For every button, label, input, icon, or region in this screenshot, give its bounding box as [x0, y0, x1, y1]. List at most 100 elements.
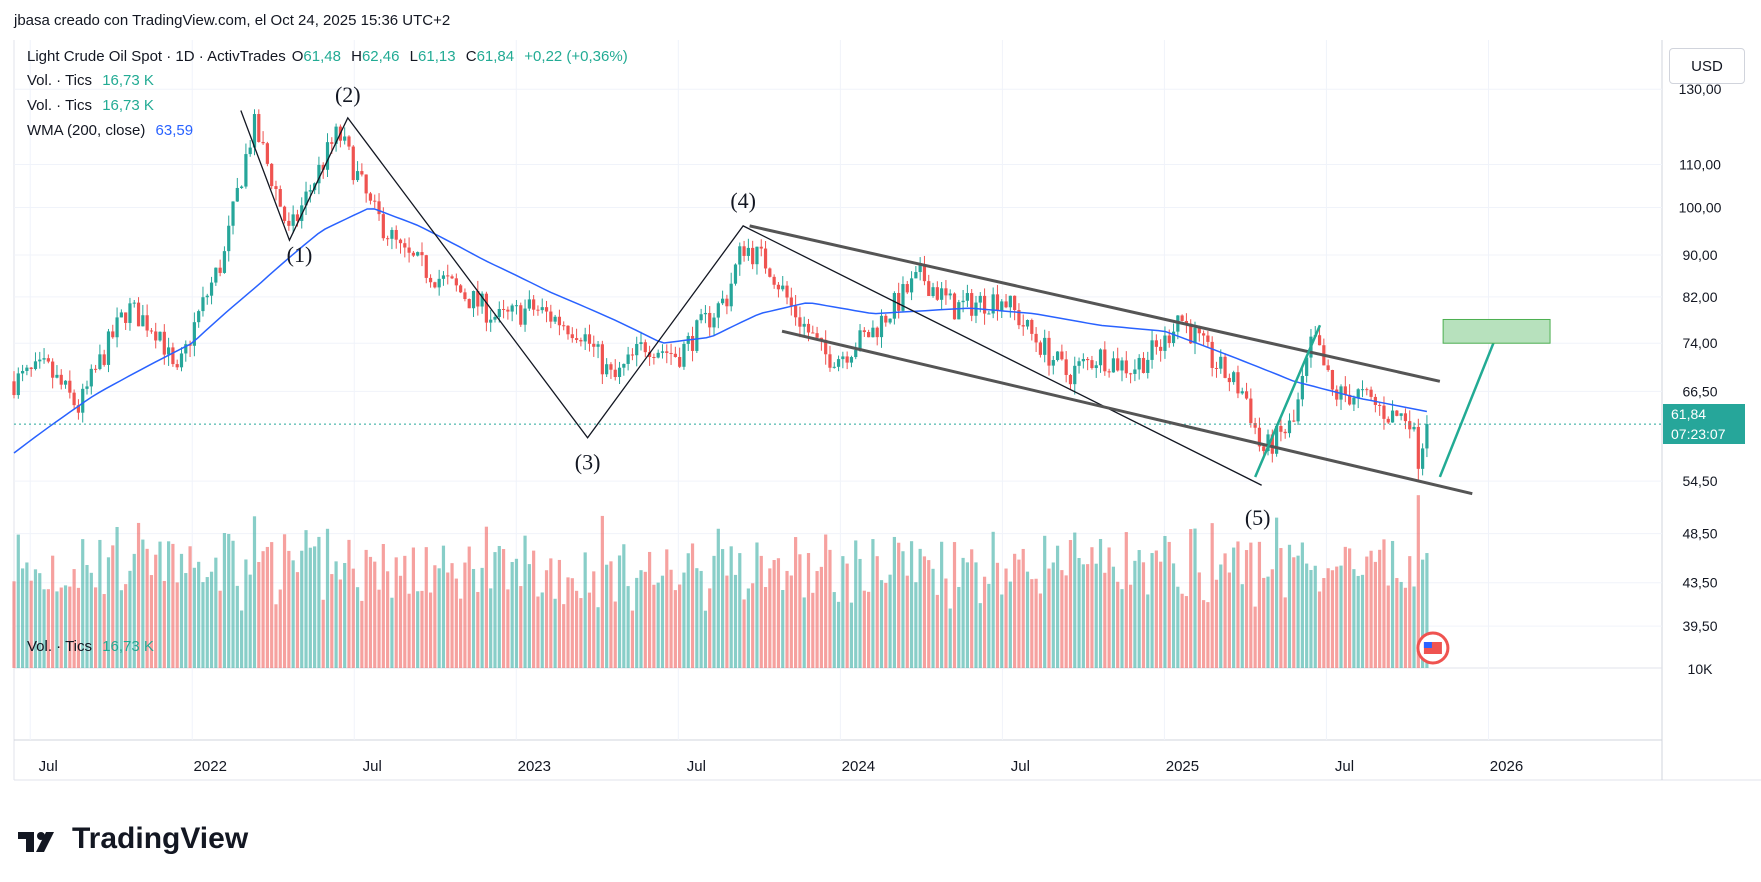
volume-bar — [1266, 576, 1270, 668]
legend-wma-row[interactable]: WMA (200, close) 63,59 — [27, 122, 199, 139]
volume-bar — [815, 571, 819, 668]
volume-bar — [179, 553, 184, 668]
candle-body — [1296, 399, 1300, 422]
volume-bar — [209, 571, 214, 668]
volume-bar — [961, 557, 965, 668]
candle-body — [519, 305, 523, 325]
candle-body — [544, 307, 549, 312]
tradingview-logo-icon — [18, 828, 62, 852]
candle-body — [922, 264, 927, 282]
time-axis-label: 2022 — [194, 758, 227, 775]
candle-body — [265, 143, 269, 164]
volume-bar — [922, 556, 927, 668]
candle-body — [416, 252, 420, 256]
axis-layer: 130,00 110,00 100,00 90,00 82,00 74,00 66,50 54… — [39, 81, 1722, 775]
candle-body — [355, 171, 360, 181]
candle-body — [381, 214, 385, 239]
volume-bar — [1421, 559, 1425, 668]
candle-body — [1223, 356, 1227, 378]
volume-bar — [493, 552, 497, 668]
candle-body — [29, 367, 33, 370]
volume-bar — [1163, 536, 1167, 668]
candle-body — [304, 191, 308, 206]
candle-body — [1068, 374, 1073, 385]
candle-body — [1403, 413, 1408, 422]
volume-bar — [51, 555, 55, 668]
ohlc-high-label: H — [351, 48, 362, 65]
volume-bar — [1167, 541, 1171, 668]
candle-body — [1086, 358, 1090, 361]
candle-body — [1128, 373, 1133, 375]
ohlc-close-label: C — [465, 48, 477, 65]
volume-bar — [1013, 553, 1017, 668]
volume-bar — [978, 603, 982, 668]
candle-body — [102, 354, 106, 365]
candle-body — [1094, 365, 1098, 369]
volume-bar — [38, 573, 42, 668]
volume-bar — [1051, 562, 1055, 668]
currency-button[interactable]: USD — [1669, 48, 1745, 84]
volume-bar — [854, 540, 858, 668]
volume-bar — [686, 553, 690, 668]
volume-bar — [630, 610, 635, 668]
candle-body — [1416, 426, 1420, 469]
volume-bar — [188, 546, 192, 668]
candle-body — [463, 292, 467, 300]
candle-body — [656, 352, 660, 358]
candle-body — [1249, 398, 1253, 424]
candle-body — [81, 388, 85, 413]
volume-bar — [1060, 570, 1064, 668]
candle-body — [321, 164, 325, 170]
tradingview-logo[interactable]: TradingView — [18, 822, 248, 856]
price-axis-label: 39,50 — [1682, 618, 1717, 634]
legend-volume-row-2[interactable]: Vol. · Tics 16,73 K — [27, 97, 160, 114]
candle-body — [647, 352, 652, 358]
volume-bar — [214, 557, 218, 668]
candle-body — [501, 309, 506, 311]
candle-body — [836, 359, 841, 367]
volume-bar — [690, 543, 695, 668]
volume-bar — [321, 599, 325, 668]
candle-body — [1390, 410, 1395, 423]
volume-bar — [282, 534, 287, 668]
volume-bar — [347, 539, 351, 668]
candle-body — [622, 363, 626, 368]
volume-bar — [952, 542, 957, 668]
candle-body — [171, 347, 175, 365]
candle-body — [987, 313, 991, 315]
candle-body — [1399, 413, 1403, 416]
candle-body — [1103, 349, 1107, 372]
candle-body — [343, 136, 347, 141]
candle-body — [721, 298, 725, 304]
ohlc-open-label: O — [291, 48, 304, 65]
price-change: +0,22 (+0,36%) — [524, 48, 628, 65]
candle-body — [63, 380, 68, 385]
candle-body — [978, 295, 982, 303]
volume-bar — [235, 585, 239, 668]
volume-bar — [858, 558, 862, 668]
volume-bar — [1287, 544, 1292, 668]
candle-body — [424, 255, 428, 278]
volume-bar — [1227, 572, 1231, 668]
volume-pane-legend[interactable]: Vol. · Tics 16,73 K — [27, 638, 160, 655]
volume-bar — [1111, 566, 1116, 668]
candle-body — [854, 349, 858, 358]
volume-bar — [497, 545, 501, 668]
candle-body — [660, 351, 665, 353]
candle-body — [751, 247, 755, 265]
candle-body — [20, 370, 25, 374]
legend-volume-row-1[interactable]: Vol. · Tics 16,73 K — [27, 72, 160, 89]
wave-label: (1) — [287, 242, 313, 267]
candle-body — [1090, 360, 1094, 369]
candle-body — [815, 333, 819, 338]
volume-bar — [1343, 546, 1347, 668]
candle-body — [235, 187, 239, 202]
volume-bar — [987, 583, 991, 668]
candle-body — [1116, 358, 1120, 371]
candle-body — [824, 339, 828, 355]
candle-body — [46, 358, 50, 362]
candle-body — [364, 174, 368, 194]
volume-bar — [1000, 594, 1004, 668]
volume-bar — [1270, 569, 1274, 668]
